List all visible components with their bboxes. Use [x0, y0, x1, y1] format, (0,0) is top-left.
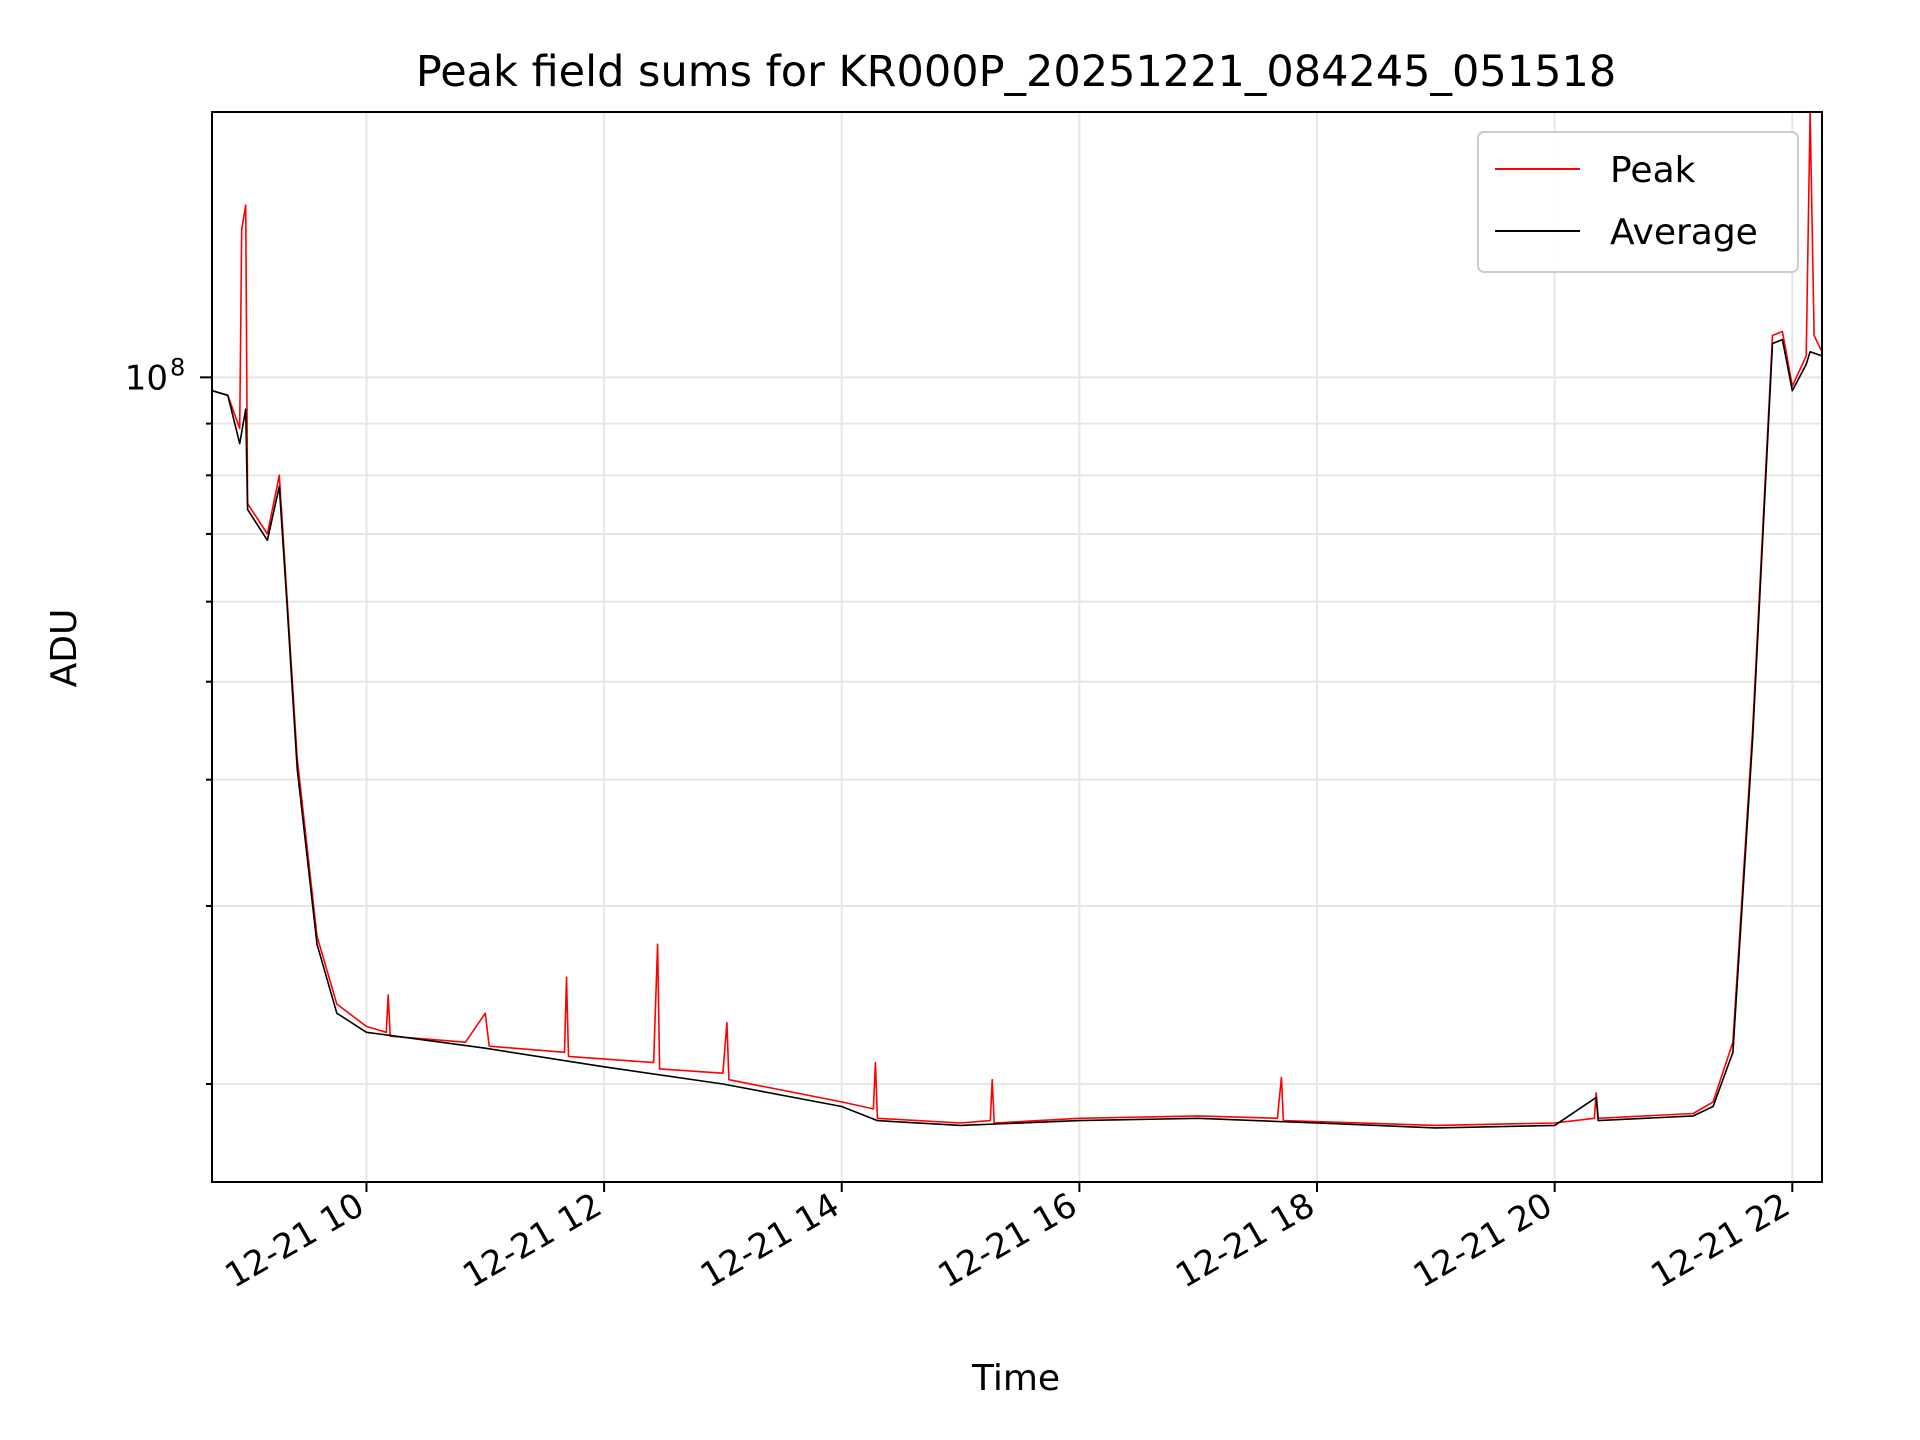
legend-box [1477, 131, 1799, 273]
series-layer [212, 112, 1822, 1129]
chart-title: Peak field sums for KR000P_20251221_0842… [416, 47, 1616, 97]
series-line-peak [212, 112, 1822, 1127]
y-tick-label: 10 [125, 358, 168, 398]
grid [212, 112, 1822, 1182]
y-tick-label-exponent: 8 [170, 353, 185, 381]
plot-frame [211, 111, 1823, 1183]
y-tick-label-base: 10 [125, 358, 168, 398]
legend: Peak Average [1477, 131, 1799, 273]
legend-label-average: Average [1610, 212, 1758, 253]
y-axis-ticks: 10 8 [125, 353, 212, 1086]
series-line-average [212, 338, 1822, 1129]
y-axis-label: ADU [44, 609, 85, 688]
x-axis-label: Time [971, 1358, 1060, 1399]
legend-label-peak: Peak [1610, 150, 1696, 191]
